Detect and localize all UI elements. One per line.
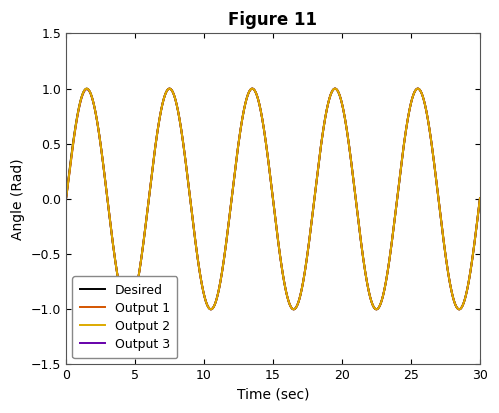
Output 2 (477, 196, 483, 201)
Output 1 (477, 196, 483, 201)
Desired (374, 307, 380, 312)
Desired (477, 196, 483, 201)
Output 1 (63, 197, 69, 202)
Output 2 (374, 307, 380, 312)
Output 3 (161, 96, 167, 101)
Desired (68, 157, 74, 162)
Output 2 (250, 86, 256, 91)
Output 3 (63, 197, 69, 202)
X-axis label: Time (sec): Time (sec) (237, 388, 309, 402)
Desired (415, 86, 421, 91)
Output 2 (63, 197, 69, 202)
Y-axis label: Angle (Rad): Angle (Rad) (11, 158, 25, 240)
Output 1 (415, 86, 421, 91)
Output 1 (471, 242, 477, 247)
Output 2 (429, 141, 435, 146)
Output 1 (429, 141, 435, 146)
Desired (471, 242, 477, 247)
Desired (63, 197, 69, 202)
Line: Desired: Desired (66, 89, 480, 309)
Output 1 (161, 96, 167, 101)
Desired (161, 96, 167, 101)
Line: Output 3: Output 3 (66, 89, 480, 309)
Output 3 (429, 141, 435, 146)
Title: Figure 11: Figure 11 (229, 11, 317, 29)
Output 2 (373, 307, 379, 312)
Output 3 (250, 86, 256, 91)
Output 1 (68, 159, 74, 164)
Line: Output 1: Output 1 (66, 89, 480, 309)
Desired (373, 307, 379, 312)
Output 2 (68, 158, 74, 163)
Output 2 (161, 96, 167, 101)
Output 3 (374, 307, 380, 312)
Output 1 (374, 307, 380, 312)
Line: Output 2: Output 2 (66, 89, 480, 309)
Desired (250, 86, 256, 91)
Output 1 (250, 86, 256, 91)
Output 2 (415, 86, 421, 91)
Desired (429, 141, 435, 146)
Output 3 (68, 158, 74, 163)
Output 3 (477, 196, 483, 201)
Output 2 (471, 242, 477, 247)
Output 3 (471, 242, 477, 247)
Legend: Desired, Output 1, Output 2, Output 3: Desired, Output 1, Output 2, Output 3 (72, 276, 178, 358)
Output 3 (415, 86, 421, 91)
Output 1 (373, 307, 379, 312)
Output 3 (373, 307, 379, 312)
